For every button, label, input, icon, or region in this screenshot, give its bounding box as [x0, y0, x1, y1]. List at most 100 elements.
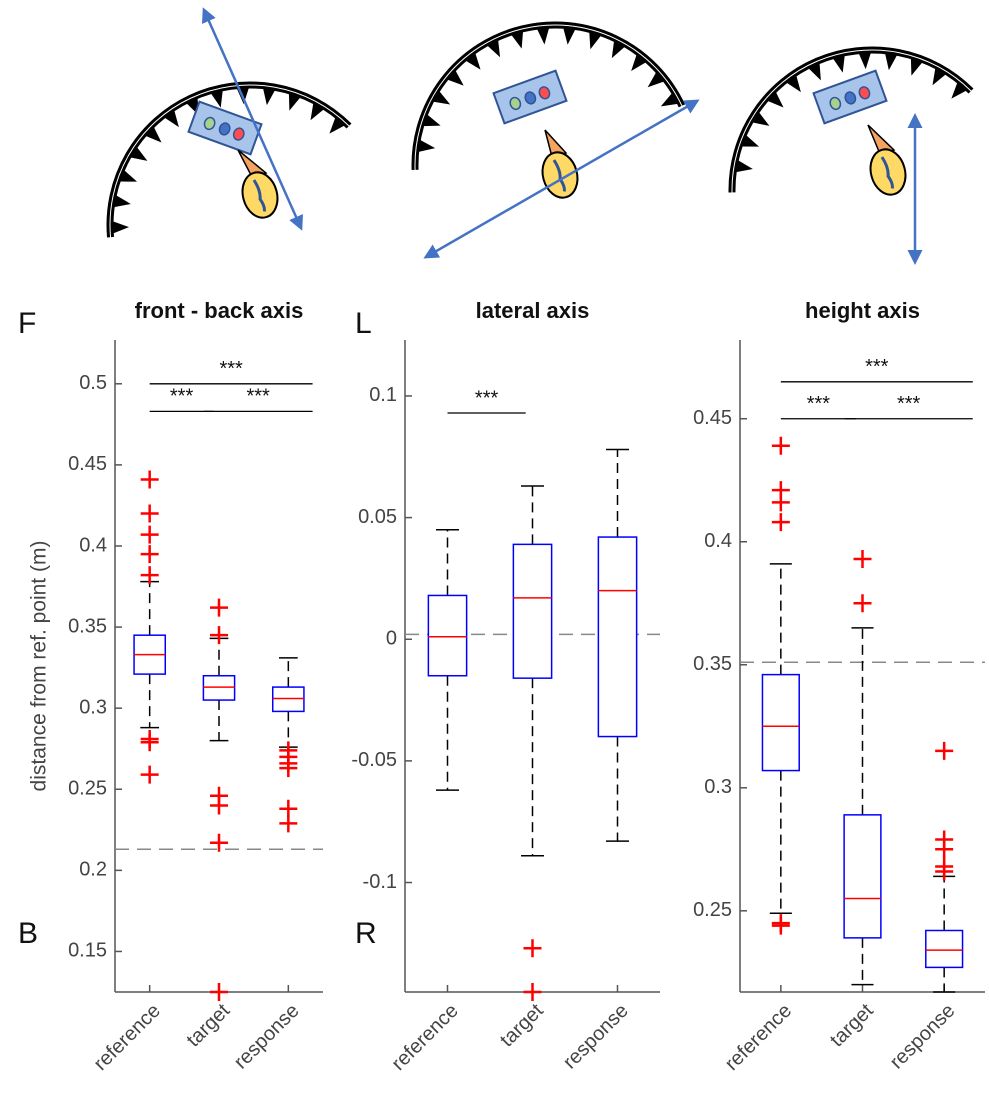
significance-label: ***	[219, 358, 243, 380]
x-tick-label: reference	[387, 1000, 462, 1075]
device	[812, 69, 888, 125]
speaker	[329, 117, 345, 134]
x-tick-label: target	[496, 999, 548, 1051]
significance-label: ***	[807, 393, 831, 415]
y-tick-label: 0.3	[79, 696, 107, 718]
chart-title: lateral axis	[476, 298, 590, 323]
box	[202, 674, 236, 701]
speaker	[211, 90, 223, 108]
outlier	[279, 759, 298, 778]
outlier	[140, 470, 159, 489]
speaker	[114, 195, 131, 208]
head	[541, 151, 579, 199]
speaker	[833, 55, 845, 73]
y-tick-label: 0.45	[68, 453, 107, 475]
outlier	[771, 513, 790, 532]
outlier	[140, 733, 159, 752]
x-tick-label: target	[826, 999, 878, 1051]
y-tick-label: 0.25	[693, 899, 732, 921]
speaker	[885, 53, 897, 71]
outlier	[210, 833, 228, 852]
rail	[411, 21, 686, 171]
x-tick-label: response	[559, 1000, 633, 1074]
significance-label: ***	[865, 356, 889, 378]
outlier	[140, 504, 159, 523]
x-tick-label: target	[183, 999, 235, 1051]
speaker	[563, 28, 576, 45]
speaker	[310, 103, 324, 121]
x-tick-label: response	[230, 1000, 304, 1074]
speaker	[786, 75, 801, 93]
y-tick-label: 0.45	[693, 407, 732, 429]
outlier	[853, 594, 872, 613]
rail	[728, 46, 974, 193]
box	[925, 929, 964, 969]
outlier	[771, 916, 790, 935]
direction-label: L	[355, 307, 372, 340]
outlier	[523, 983, 542, 1001]
y-tick-label: 0.2	[79, 859, 107, 881]
nose	[880, 156, 894, 189]
speaker	[145, 127, 162, 143]
speaker	[742, 135, 760, 147]
x-tick-label: reference	[90, 1000, 165, 1075]
y-tick-label: 0	[386, 628, 397, 650]
box	[843, 814, 882, 939]
outlier	[140, 525, 159, 544]
box	[427, 594, 468, 677]
speaker	[910, 58, 923, 76]
direction-label: B	[18, 917, 38, 950]
direction-label: R	[355, 917, 377, 950]
outlier	[210, 796, 228, 815]
y-tick-label: -0.05	[351, 749, 397, 771]
speaker	[130, 147, 148, 161]
outlier	[140, 765, 159, 784]
outlier	[210, 626, 228, 645]
outlier	[935, 840, 954, 859]
speaker	[418, 140, 436, 152]
rail	[110, 85, 349, 238]
head	[869, 148, 907, 196]
speaker	[752, 112, 770, 126]
outlier	[210, 598, 228, 617]
chart-title: height axis	[805, 298, 920, 323]
speaker	[647, 72, 664, 88]
y-tick-label: -0.1	[363, 871, 397, 893]
device	[492, 69, 568, 125]
y-tick-label: 0.4	[79, 534, 107, 556]
speaker	[858, 53, 871, 70]
speaker	[736, 160, 753, 173]
y-tick-label: 0.3	[704, 776, 732, 798]
y-tick-label: 0.15	[68, 940, 107, 962]
box	[761, 673, 800, 772]
y-tick-label: 0.25	[68, 778, 107, 800]
outlier	[853, 549, 872, 568]
speaker	[767, 92, 784, 108]
speaker	[611, 41, 625, 59]
significance-label: ***	[897, 393, 921, 415]
rail	[106, 81, 352, 238]
axis-arrow	[423, 99, 700, 259]
y-axis-label: distance from ref. point (m)	[28, 541, 51, 792]
speaker	[932, 68, 946, 86]
outlier	[771, 493, 790, 512]
box	[271, 686, 305, 713]
speaker	[164, 110, 179, 128]
led	[538, 86, 551, 100]
speaker	[120, 170, 138, 182]
outlier	[210, 983, 228, 1001]
y-tick-label: 0.35	[693, 653, 732, 675]
speaker	[113, 221, 130, 234]
speaker	[589, 32, 601, 50]
significance-label: ***	[246, 386, 270, 408]
speaker	[466, 53, 481, 70]
led	[858, 86, 871, 100]
speaker	[537, 28, 550, 45]
box	[512, 543, 553, 679]
significance-label: ***	[170, 386, 194, 408]
x-tick-label: reference	[721, 1000, 796, 1075]
led	[829, 96, 842, 111]
outlier	[140, 545, 159, 564]
speaker	[263, 88, 275, 106]
